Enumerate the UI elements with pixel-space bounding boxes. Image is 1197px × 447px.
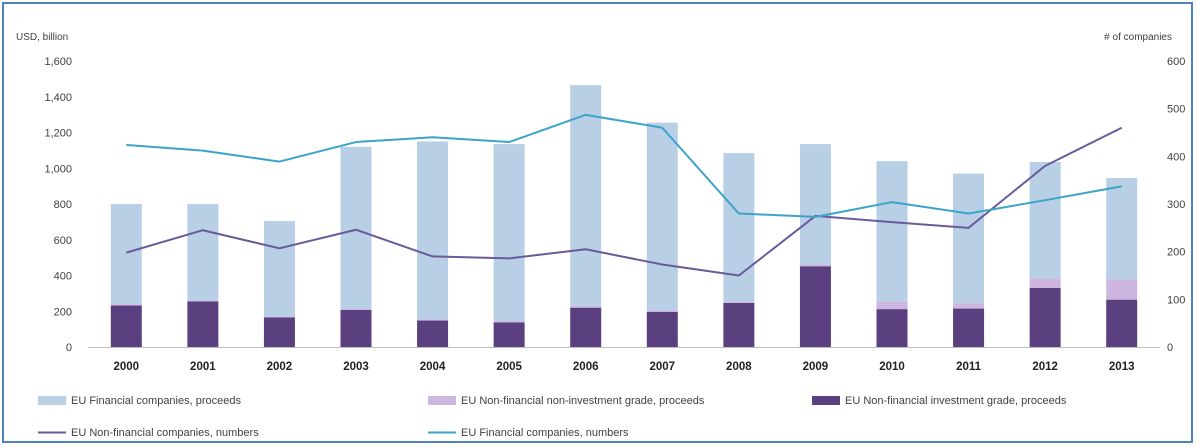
bar	[493, 144, 525, 322]
category-label: 2013	[1109, 361, 1135, 373]
bar	[876, 309, 908, 347]
bar	[876, 301, 908, 310]
category-label: 2008	[726, 361, 752, 373]
bar	[187, 300, 219, 302]
category-label: 2005	[496, 361, 522, 373]
bar	[1106, 178, 1138, 280]
bar	[1106, 279, 1138, 300]
bar	[646, 122, 678, 311]
bar	[340, 146, 372, 309]
right-axis-ticks: 0 100 200 300 400 500 600	[1167, 56, 1185, 354]
bar	[417, 319, 449, 321]
bar	[799, 264, 831, 267]
bar	[187, 204, 219, 301]
category-label: 2010	[879, 361, 905, 373]
left-tick-label: 0	[66, 342, 72, 354]
category-label: 2012	[1032, 361, 1058, 373]
bar	[493, 322, 525, 347]
right-tick-label: 0	[1167, 342, 1173, 354]
left-tick-label: 200	[54, 306, 72, 318]
bar	[340, 308, 372, 310]
bar	[953, 308, 985, 347]
bar	[263, 316, 295, 318]
legend-swatch	[812, 396, 840, 405]
bar-series	[110, 85, 1138, 347]
left-tick-label: 1,000	[44, 163, 72, 175]
legend-label: EU Financial companies, numbers	[461, 427, 629, 439]
bar	[570, 85, 602, 306]
left-tick-label: 1,400	[44, 92, 72, 104]
legend-label: EU Non-financial investment grade, proce…	[845, 395, 1067, 407]
category-label: 2004	[420, 361, 446, 373]
left-tick-label: 400	[54, 271, 72, 283]
bar	[646, 311, 678, 347]
category-label: 2003	[343, 361, 369, 373]
bar	[1106, 299, 1138, 347]
right-tick-label: 100	[1167, 294, 1185, 306]
series-line	[126, 126, 1123, 277]
right-tick-label: 500	[1167, 104, 1185, 116]
bar	[1029, 161, 1061, 279]
bar	[570, 307, 602, 347]
right-tick-label: 300	[1167, 199, 1185, 211]
bar	[263, 220, 295, 317]
series-line	[126, 113, 1122, 218]
left-tick-label: 800	[54, 199, 72, 211]
left-axis-ticks: 0 200 400 600 800 1,000 1,200 1,400 1,600	[44, 56, 72, 354]
bar	[799, 266, 831, 347]
category-label: 2011	[956, 361, 982, 373]
category-label: 2009	[803, 361, 829, 373]
bar	[646, 310, 678, 312]
bar	[1029, 288, 1061, 347]
bar	[723, 153, 755, 302]
right-axis-title: # of companies	[1104, 32, 1172, 43]
bar	[340, 309, 372, 347]
legend-swatch	[38, 396, 66, 405]
legend-label: EU Non-financial non-investment grade, p…	[461, 395, 705, 407]
category-label: 2000	[113, 361, 139, 373]
left-tick-label: 1,600	[44, 56, 72, 68]
legend-label: EU Financial companies, proceeds	[71, 395, 241, 407]
left-tick-label: 600	[54, 235, 72, 247]
line-series	[126, 113, 1123, 277]
bar	[953, 173, 985, 304]
legend: EU Financial companies, proceeds EU Non-f…	[38, 395, 1067, 439]
bar	[110, 304, 142, 306]
category-label: 2001	[190, 361, 216, 373]
bar	[493, 321, 525, 323]
bar	[876, 161, 908, 302]
bar	[110, 305, 142, 347]
bar	[953, 303, 985, 309]
bar	[417, 141, 449, 320]
bar	[799, 144, 831, 265]
bar	[723, 301, 755, 303]
bar	[110, 204, 142, 305]
right-tick-label: 600	[1167, 56, 1185, 68]
bar	[1029, 278, 1061, 289]
legend-swatch	[428, 396, 456, 405]
right-tick-label: 200	[1167, 247, 1185, 259]
category-labels: 2000 2001 2002 2003 2004 2005 2006 2007 2008 2009…	[113, 361, 1134, 373]
category-label: 2007	[649, 361, 675, 373]
left-axis-title: USD, billion	[16, 32, 68, 43]
bar	[263, 317, 295, 347]
left-tick-label: 1,200	[44, 128, 72, 140]
category-label: 2006	[573, 361, 599, 373]
category-label: 2002	[267, 361, 293, 373]
bar	[723, 302, 755, 347]
right-tick-label: 400	[1167, 151, 1185, 163]
bar	[417, 320, 449, 347]
bar	[187, 301, 219, 347]
bar	[570, 305, 602, 308]
legend-label: EU Non-financial companies, numbers	[71, 427, 259, 439]
